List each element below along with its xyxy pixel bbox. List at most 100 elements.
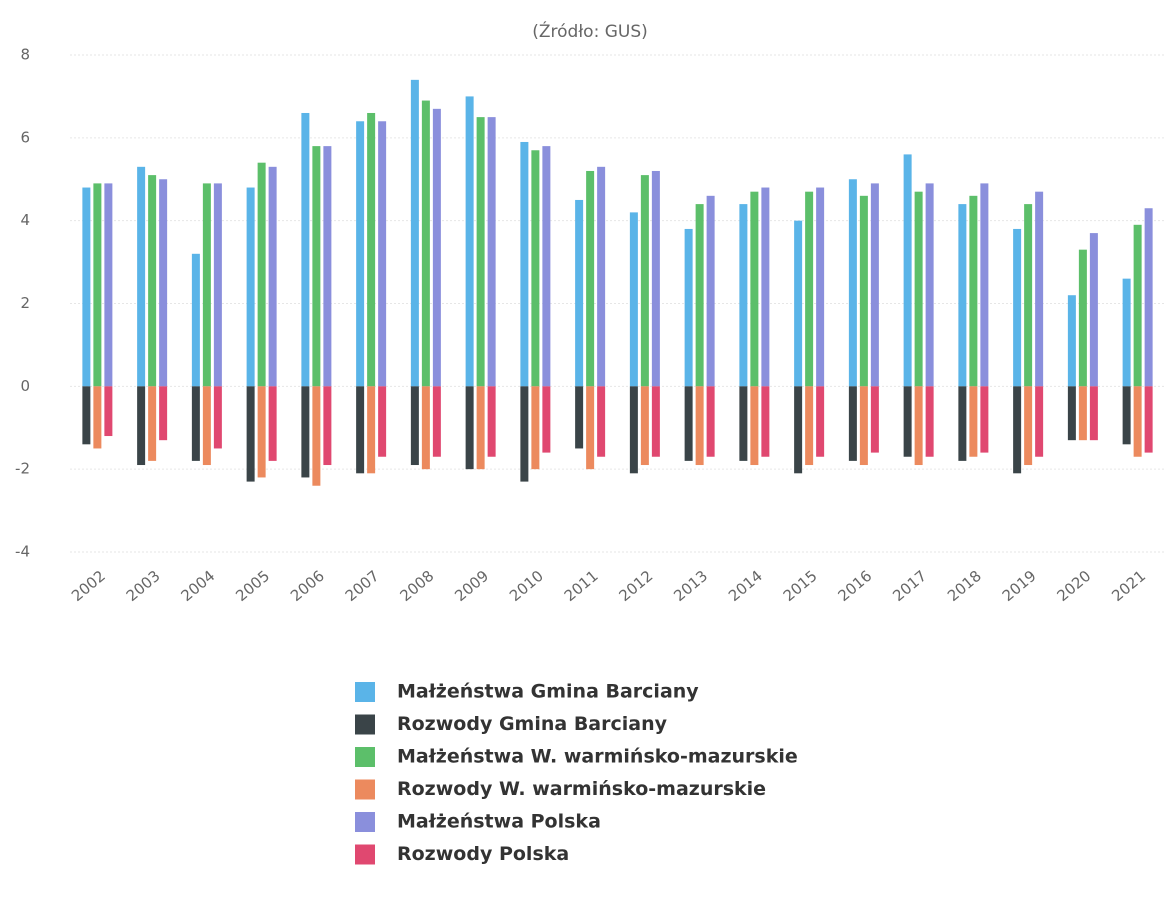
bar — [159, 179, 168, 387]
bar — [367, 112, 376, 387]
bar — [1013, 228, 1022, 387]
y-tick-label: -2 — [15, 460, 30, 478]
x-tick-label: 2004 — [178, 567, 219, 605]
bar — [323, 146, 332, 387]
bar — [476, 117, 485, 387]
bar — [268, 166, 277, 387]
bar — [104, 183, 113, 387]
bar — [378, 386, 387, 457]
x-tick-label: 2010 — [506, 567, 547, 605]
bar — [531, 150, 540, 387]
bar — [706, 195, 715, 387]
bar — [651, 170, 660, 387]
bar — [805, 191, 814, 387]
bar — [410, 79, 419, 387]
legend-swatch — [355, 714, 375, 735]
legend: Małżeństwa Gmina Barciany Rozwody Gmina B… — [355, 681, 798, 865]
bar — [542, 386, 551, 453]
y-tick-label: -4 — [15, 543, 30, 561]
y-tick-label: 6 — [20, 128, 30, 146]
bar — [356, 121, 365, 387]
legend-swatch — [355, 779, 375, 800]
x-tick-label: 2014 — [725, 567, 766, 605]
legend-label: Małżeństwa Polska — [397, 811, 601, 833]
x-tick-label: 2008 — [397, 567, 438, 605]
x-tick-label: 2020 — [1054, 567, 1095, 605]
bar — [586, 386, 595, 470]
x-tick-label: 2003 — [123, 567, 164, 605]
bar — [980, 386, 989, 453]
x-tick-label: 2007 — [342, 567, 383, 605]
bar — [432, 386, 441, 457]
bar — [870, 386, 879, 453]
bar — [1078, 386, 1087, 441]
bar — [1089, 233, 1098, 387]
bar — [246, 187, 255, 387]
bar — [312, 386, 321, 486]
bar — [629, 212, 638, 387]
bar — [859, 386, 868, 466]
bar — [487, 386, 496, 457]
bar — [914, 191, 923, 387]
bar — [246, 386, 255, 482]
bar — [903, 386, 912, 457]
x-tick-label: 2005 — [232, 567, 273, 605]
bar — [958, 204, 967, 387]
bar — [202, 183, 211, 387]
bar — [794, 386, 803, 474]
bar — [848, 386, 857, 461]
bar — [575, 386, 584, 449]
y-tick-label: 2 — [20, 294, 30, 312]
y-tick-label: 0 — [20, 377, 30, 395]
bar — [476, 386, 485, 470]
x-tick-label: 2019 — [999, 567, 1040, 605]
bar — [586, 170, 595, 387]
bar — [1122, 278, 1131, 387]
bar — [1035, 386, 1044, 457]
bar — [378, 121, 387, 387]
bar — [1078, 249, 1087, 387]
bar — [93, 183, 102, 387]
bar — [104, 386, 113, 437]
x-tick-label: 2006 — [287, 567, 328, 605]
bar — [870, 183, 879, 387]
bar — [848, 179, 857, 387]
chart-title: (Źródło: GUS) — [532, 20, 648, 42]
bar — [323, 386, 332, 466]
x-tick-label: 2011 — [561, 567, 602, 605]
bar — [82, 187, 91, 387]
bar — [695, 204, 704, 387]
bar — [651, 386, 660, 457]
bar — [914, 386, 923, 466]
bar — [148, 386, 157, 461]
bar — [684, 228, 693, 387]
bar — [1133, 224, 1142, 387]
bar — [969, 195, 978, 387]
bar — [1035, 191, 1044, 387]
bar — [268, 386, 277, 461]
bar — [191, 253, 200, 387]
bar — [1013, 386, 1022, 474]
bar — [520, 386, 529, 482]
bar — [1089, 386, 1098, 441]
x-tick-label: 2012 — [616, 567, 657, 605]
x-tick-label: 2016 — [835, 567, 876, 605]
bar — [465, 386, 474, 470]
bar — [859, 195, 868, 387]
y-tick-label: 8 — [20, 46, 30, 64]
bar — [137, 386, 146, 466]
bar — [531, 386, 540, 470]
bar — [629, 386, 638, 474]
bar — [903, 154, 912, 387]
bar — [82, 386, 91, 445]
bar — [410, 386, 419, 466]
bar — [816, 187, 825, 387]
bar — [1144, 208, 1153, 387]
bar — [312, 146, 321, 387]
bar — [761, 187, 770, 387]
bar — [1024, 386, 1033, 466]
bar — [640, 386, 649, 466]
bar — [750, 386, 759, 466]
bar — [1024, 204, 1033, 387]
